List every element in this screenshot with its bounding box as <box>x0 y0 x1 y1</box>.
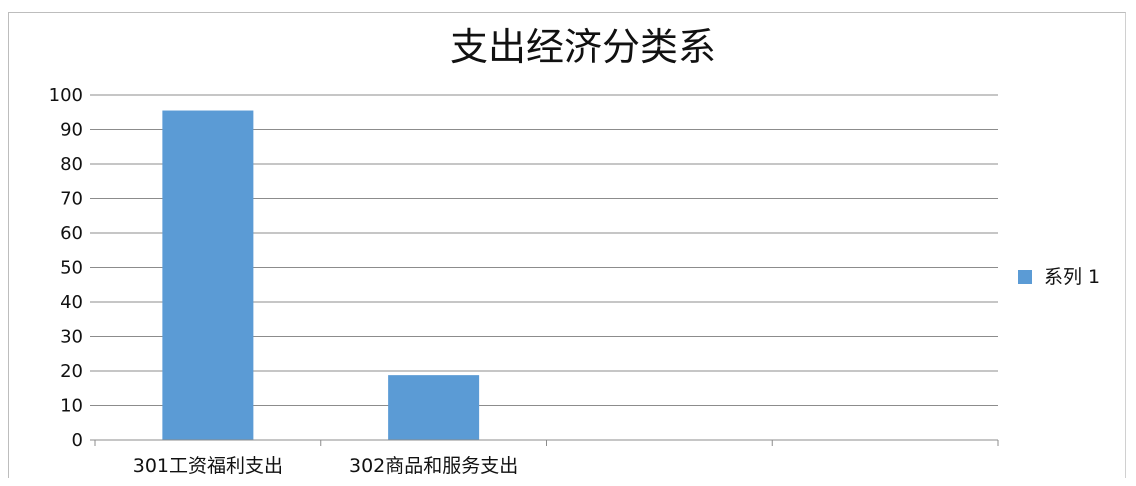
y-tick-label: 60 <box>60 223 83 244</box>
bar <box>162 110 254 441</box>
y-tick-label: 90 <box>60 120 83 141</box>
y-tick-label: 40 <box>60 292 83 313</box>
x-axis <box>94 439 999 446</box>
y-tick-label: 30 <box>60 327 83 348</box>
y-tick-label: 20 <box>60 361 83 382</box>
chart-frame <box>8 12 1126 478</box>
y-tick-label: 50 <box>60 258 83 279</box>
bar <box>388 375 480 440</box>
legend-label: 系列 1 <box>1044 266 1100 288</box>
legend: 系列 1 <box>1018 266 1100 288</box>
y-tick-label: 0 <box>72 430 83 451</box>
y-tick-label: 100 <box>49 85 83 106</box>
legend-swatch <box>1018 270 1032 284</box>
x-category-label: 301工资福利支出 <box>133 455 283 477</box>
y-tick-label: 70 <box>60 189 83 210</box>
chart-title: 支出经济分类系 <box>450 25 716 69</box>
x-axis-categories: 301工资福利支出 302商品和服务支出 <box>133 455 519 477</box>
x-category-label: 302商品和服务支出 <box>349 455 518 477</box>
y-tick-label: 80 <box>60 154 83 175</box>
y-axis-ticks: 0 10 20 30 40 50 60 70 80 90 100 <box>49 85 95 451</box>
y-tick-label: 10 <box>60 396 83 417</box>
bars <box>162 110 480 441</box>
